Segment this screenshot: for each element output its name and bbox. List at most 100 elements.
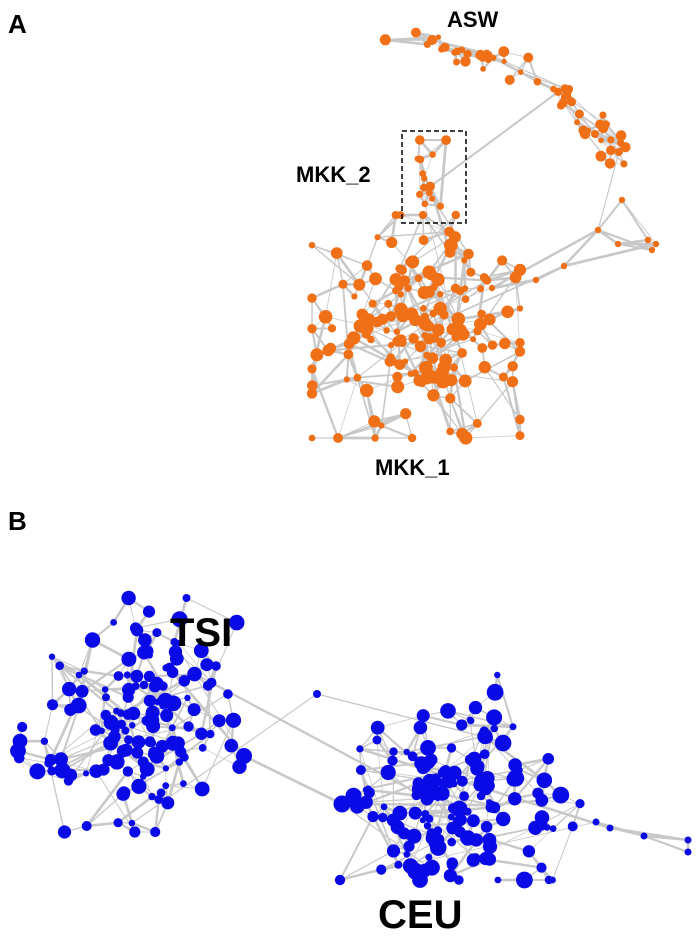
- panel-a-node-asw: [574, 109, 584, 119]
- panel-a-edge: [566, 92, 621, 144]
- panel-b-node-ceu: [403, 748, 410, 756]
- panel-b-node-tsi: [176, 639, 183, 647]
- panel-a-node-mkk_1: [395, 264, 405, 273]
- panel-a-node-asw: [574, 119, 581, 126]
- panel-b-node-ceu: [420, 740, 436, 756]
- panel-b-node-tsi: [206, 729, 215, 739]
- panel-a-edge: [310, 368, 340, 439]
- panel-b-edge: [210, 681, 428, 800]
- panel-a-node-mkk_1: [361, 260, 373, 271]
- panel-a-node-mkk_2: [420, 183, 428, 192]
- panel-b-node-ceu: [482, 832, 497, 847]
- panel-a-edge: [420, 139, 447, 160]
- panel-b-node-ceu: [386, 844, 401, 858]
- panel-a-node-mkk_1: [343, 338, 355, 350]
- panel-a-node-mkk_1: [498, 372, 508, 382]
- panel-a-node-mkk_1: [470, 336, 477, 343]
- panel-a-node-mkk_1: [392, 371, 403, 382]
- panel-a-node-mkk_1: [384, 356, 395, 367]
- panel-a-node-mkk_1: [477, 309, 486, 319]
- panel-a-node-mkk_1: [368, 415, 381, 428]
- cluster-label-mkk1: MKK_1: [375, 455, 450, 480]
- panel-b-node-ceu: [355, 765, 366, 775]
- panel-b-node-tsi: [162, 765, 169, 772]
- panel-b-node-tsi: [179, 752, 189, 762]
- panel-a-node-asw: [453, 58, 460, 66]
- panel-a-edge: [312, 378, 347, 387]
- panel-b-node-tsi: [113, 671, 124, 681]
- panel-b-edge: [210, 622, 238, 683]
- panel-b-node-ceu: [535, 793, 549, 807]
- panel-a-edge: [377, 230, 450, 238]
- panel-b-edge: [85, 770, 129, 827]
- panel-a-node-mkk_1: [307, 293, 317, 303]
- panel-a-node-mkk_1: [507, 361, 518, 372]
- panel-b-node-tsi: [129, 722, 136, 729]
- panel-b-node-ceu: [447, 765, 462, 780]
- panel-b-node-ceu: [454, 813, 467, 826]
- panel-a-edge: [380, 357, 392, 426]
- panel-a-node-mkk_2: [429, 195, 436, 202]
- panel-b-node-tsi: [29, 763, 46, 780]
- panel-a-node-mkk_1: [418, 210, 427, 220]
- panel-a-node-mkk_2: [421, 175, 428, 182]
- panel-b-node-ceu: [494, 876, 502, 884]
- panel-a-node-asw: [517, 69, 524, 75]
- panel-b-node-btail: [640, 832, 648, 840]
- panel-a-node-mkk_1: [408, 333, 419, 344]
- panel-b-edge: [422, 714, 462, 726]
- panel-b-node-bridge: [313, 690, 321, 698]
- panel-b-node-ceu: [486, 799, 493, 806]
- panel-b-node-tsi: [223, 689, 233, 699]
- panel-b-edge: [78, 706, 130, 741]
- panel-b-node-tsi: [54, 752, 68, 767]
- panel-a-node-asw: [463, 49, 472, 59]
- panel-a-node-mkk_1: [446, 427, 455, 436]
- panel-a-node-mkk_1: [451, 312, 466, 326]
- panel-a-node-asw: [501, 58, 507, 64]
- panel-a-node-mkk_1: [310, 348, 324, 362]
- panel-a-node-mkk_1: [377, 313, 389, 325]
- panel-b-node-tsi: [161, 796, 175, 810]
- panel-b-node-ceu: [470, 853, 481, 863]
- panel-a-edge: [437, 279, 459, 320]
- panel-a-edge: [357, 342, 403, 379]
- panel-a-edge: [449, 397, 478, 425]
- panel-a-node-mkk_1: [414, 340, 427, 352]
- panel-a-node-asw: [440, 42, 450, 52]
- panel-b-node-ceu: [552, 786, 570, 804]
- panel-a-node-tail: [618, 196, 626, 204]
- panel-b-node-tsi: [211, 661, 221, 671]
- panel-b-node-tsi: [187, 703, 201, 717]
- panel-b-node-ceu: [334, 874, 346, 886]
- panel-a-edges: [310, 31, 657, 440]
- panel-b-node-ceu: [406, 828, 422, 844]
- panel-b-node-ceu: [435, 786, 450, 801]
- panel-a-node-mkk_1: [449, 363, 458, 372]
- panel-a-node-mkk_1: [384, 299, 393, 308]
- panel-b-node-ceu: [408, 806, 422, 820]
- panel-a-edge: [311, 283, 344, 300]
- panel-b-node-ceu: [378, 812, 388, 823]
- panel-b-node-ceu: [394, 860, 403, 869]
- panel-a-edge: [311, 244, 360, 286]
- panel-b-node-tsi: [148, 680, 162, 693]
- panel-a-node-mkk_1: [406, 255, 420, 269]
- panel-b-node-ceu: [446, 822, 459, 835]
- panel-b-node-tsi: [162, 782, 170, 790]
- cluster-label-ceu: CEU: [378, 893, 462, 936]
- panel-b-node-tsi: [202, 680, 214, 691]
- panel-b-node-ceu: [447, 813, 455, 821]
- panel-a-node-mkk_1: [407, 433, 417, 443]
- panel-b-edge: [86, 821, 119, 828]
- panel-b-node-ceu: [367, 811, 379, 823]
- panel-b-node-ceu: [516, 871, 533, 889]
- panel-b-edge: [161, 697, 189, 747]
- panel-a-node-mkk_1: [506, 376, 519, 388]
- panel-b-node-ceu: [490, 724, 499, 733]
- panel-a-node-mkk_1: [392, 286, 400, 295]
- panel-a-node-mkk_1: [461, 257, 468, 264]
- panel-a-node-mkk_1: [386, 236, 398, 249]
- panel-a-node-mkk_1: [444, 226, 455, 237]
- panel-b-node-tsi: [101, 686, 109, 693]
